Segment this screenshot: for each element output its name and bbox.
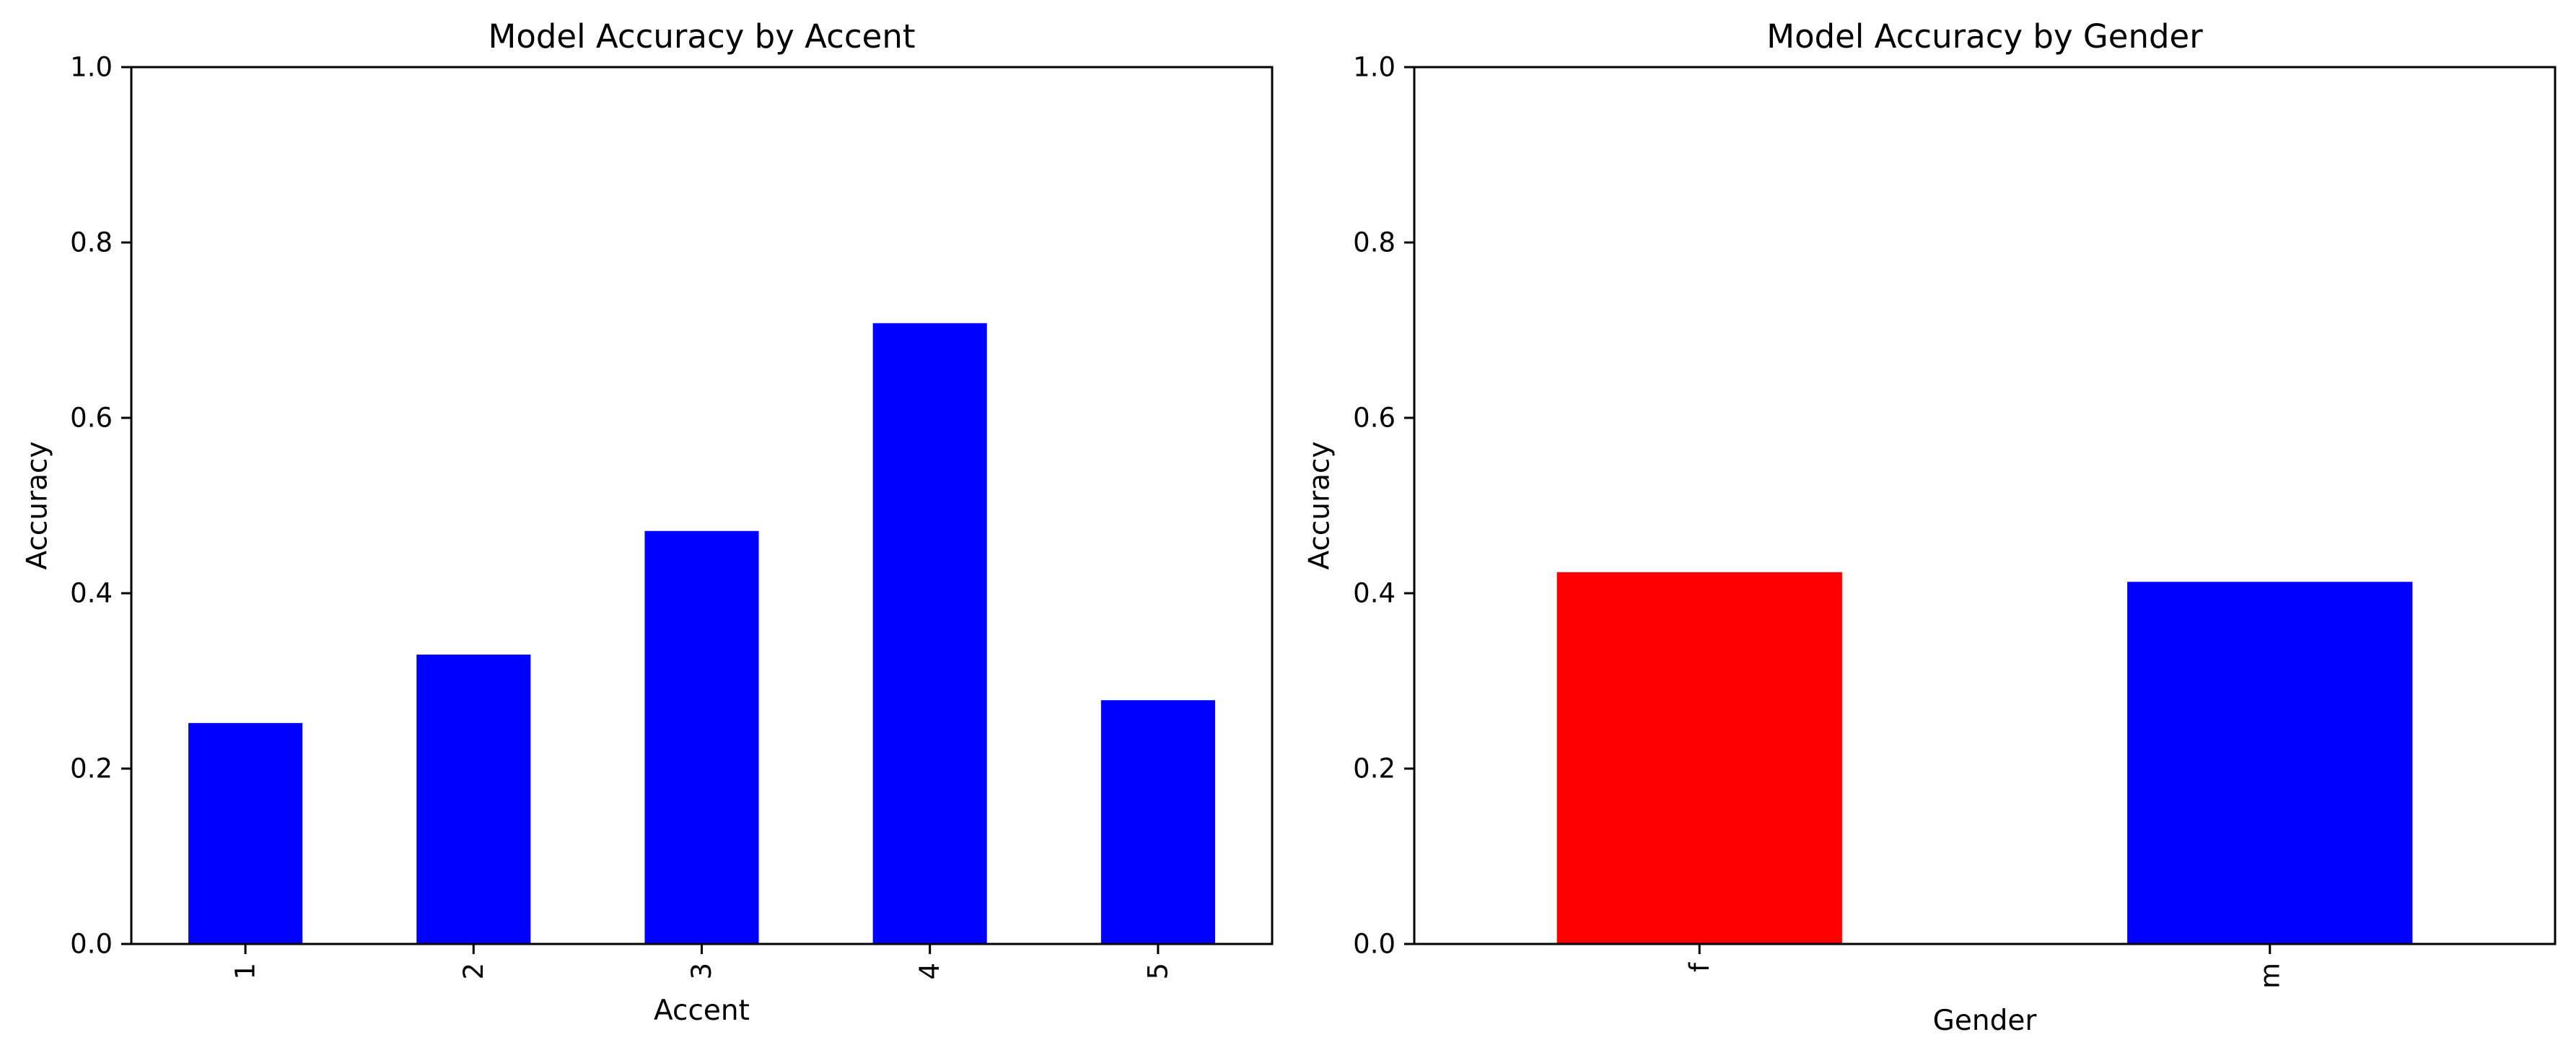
accent-ytick-label: 0.4	[70, 578, 113, 609]
accent-xtick-label: 1	[230, 963, 261, 980]
gender-ytick-label: 0.2	[1353, 753, 1396, 784]
accent-bar-2	[416, 655, 531, 944]
gender-ytick-label: 0.8	[1353, 227, 1396, 258]
gender-ytick-label: 0.0	[1353, 929, 1396, 960]
accent-y-axis-label: Accuracy	[22, 441, 54, 569]
accent-xtick-label: 5	[1142, 963, 1173, 980]
accent-ytick-label: 0.0	[70, 929, 113, 960]
accent-ytick-label: 0.2	[70, 753, 113, 784]
accent-ytick-label: 0.6	[70, 403, 113, 434]
gender-ytick-label: 0.4	[1353, 578, 1396, 609]
accent-ytick-label: 0.8	[70, 227, 113, 258]
gender-chart: 0.0 0.2 0.4 0.6 0.8 1.0 f m Model Accuracy by Ge…	[1304, 17, 2557, 1037]
accent-x-axis-label: Accent	[654, 994, 750, 1027]
accent-bar-3	[644, 530, 759, 944]
accent-ytick-label: 1.0	[70, 52, 113, 83]
accent-bar-1	[188, 722, 303, 944]
gender-y-axis-label: Accuracy	[1304, 441, 1336, 569]
gender-axes-frame	[1413, 66, 2557, 945]
accent-bar-4	[872, 323, 987, 944]
gender-x-axis-label: Gender	[1933, 1005, 2038, 1037]
accent-chart-title: Model Accuracy by Accent	[489, 17, 916, 56]
gender-bar-m	[2127, 582, 2413, 944]
gender-bar-f	[1556, 572, 1842, 944]
gender-ytick-label: 0.6	[1353, 403, 1396, 434]
gender-xtick-label: f	[1684, 962, 1715, 972]
accent-bar-5	[1100, 700, 1215, 944]
accent-xtick-label: 2	[458, 963, 489, 980]
gender-xtick-label: m	[2254, 963, 2285, 989]
accent-xtick-label: 3	[686, 963, 717, 980]
gender-chart-title: Model Accuracy by Gender	[1766, 17, 2203, 56]
gender-ytick-label: 1.0	[1353, 52, 1396, 83]
accent-xtick-label: 4	[914, 963, 945, 980]
accent-chart: 0.0 0.2 0.4 0.6 0.8 1.0 1 2 3 4 5 Model Accuracy by…	[22, 17, 1274, 1027]
